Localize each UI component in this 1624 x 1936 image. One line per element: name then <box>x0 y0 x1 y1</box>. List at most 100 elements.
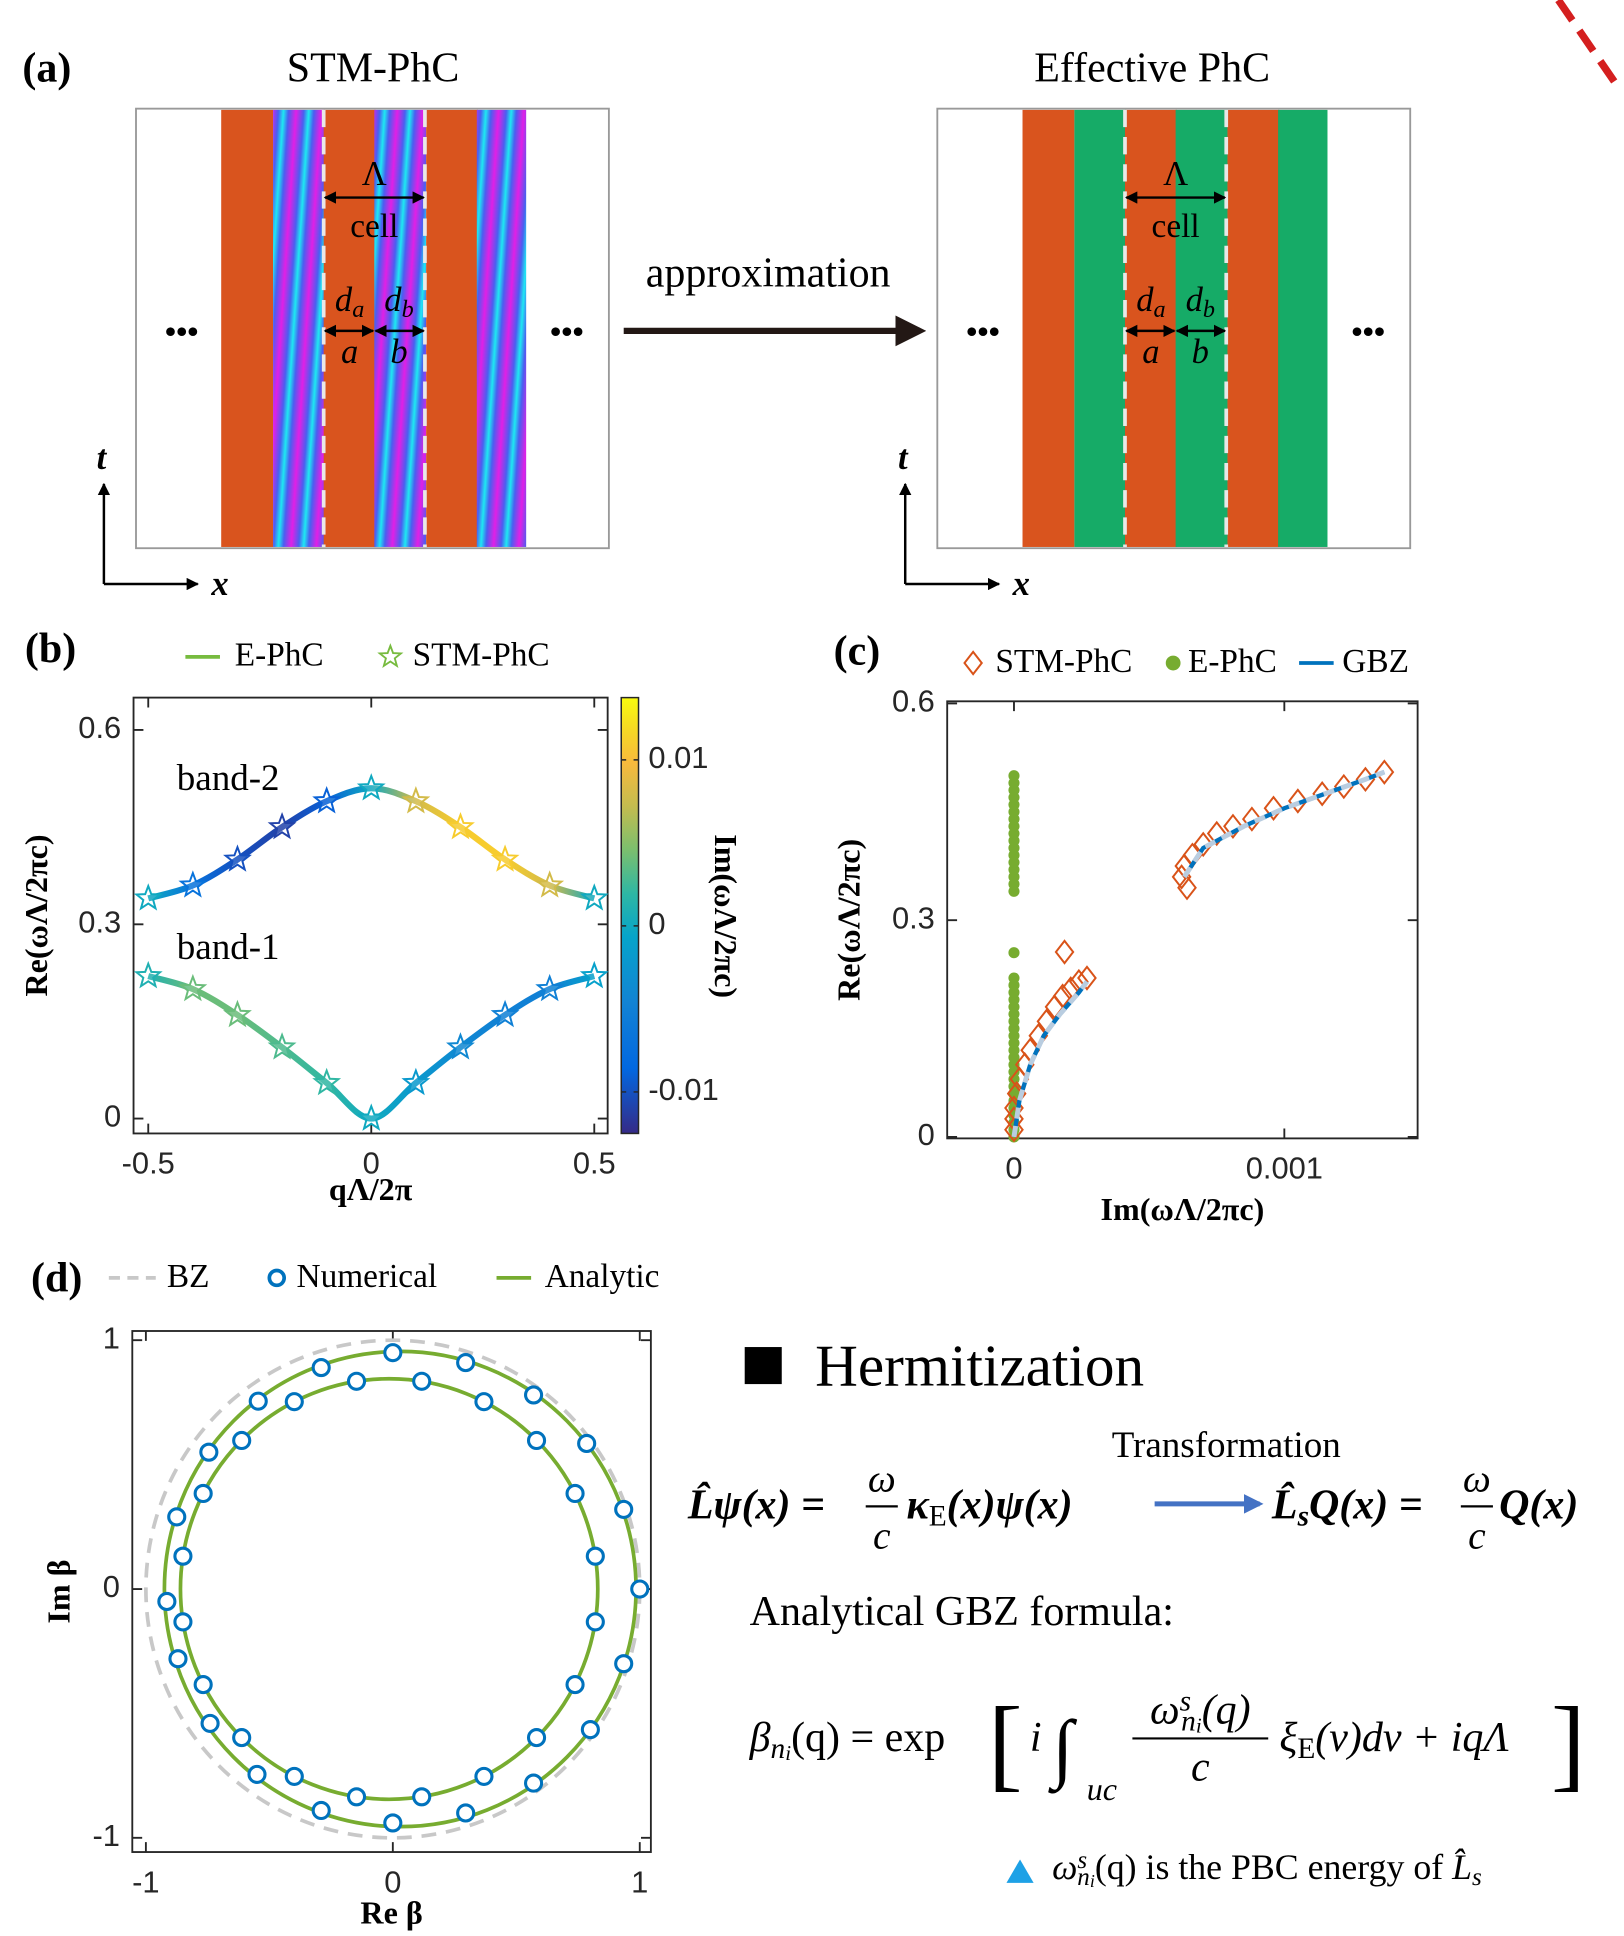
y-tick-label: 0.6 <box>892 684 935 719</box>
y-tick-label: 0.6 <box>78 710 121 745</box>
star-marker <box>535 870 565 898</box>
numerical-point <box>193 1675 213 1695</box>
corner-decoration <box>1555 0 1621 89</box>
formula-note-part: s <box>1472 1864 1482 1891</box>
legend-label: Analytic <box>545 1258 660 1295</box>
formula-rest: ξE(ν)dν + iqΛ <box>1279 1715 1509 1765</box>
x-tick-label: -1 <box>132 1864 159 1899</box>
equation-rhs: Q(x) <box>1499 1483 1578 1529</box>
equation-fraction-num: ω <box>1463 1457 1491 1501</box>
formula-lhs: βni(q) = exp <box>749 1715 946 1765</box>
legend-label: E-PhC <box>235 637 324 674</box>
cell-label: cell <box>1152 208 1200 245</box>
formula-fraction-den: c <box>1191 1744 1210 1790</box>
diamond-marker <box>1206 820 1227 847</box>
formula-note-part: L̂ <box>1451 1847 1472 1887</box>
band-label: band-1 <box>177 927 280 968</box>
legend-label: Numerical <box>297 1258 438 1295</box>
numerical-point <box>524 1385 544 1405</box>
numerical-point <box>200 1713 220 1733</box>
legend-label: STM-PhC <box>413 637 550 674</box>
numerical-point <box>630 1579 650 1599</box>
analytic-circle <box>178 1376 600 1802</box>
formula-lhs-part: i <box>785 1741 791 1765</box>
numerical-point <box>232 1430 252 1451</box>
band-line <box>147 973 596 1122</box>
t-axis-label: t <box>898 439 909 477</box>
period-label: Λ <box>1163 155 1188 193</box>
thickness-label: db <box>1186 281 1215 323</box>
layer-label: a <box>341 333 358 371</box>
panel-title: Effective PhC <box>1034 45 1270 91</box>
y-axis-label: Im β <box>40 1559 76 1623</box>
formula-note-part: i <box>1090 1871 1095 1891</box>
star-marker <box>579 883 609 911</box>
diamond-marker <box>1374 759 1395 785</box>
star-marker <box>223 844 252 872</box>
formula-fraction-num: ωs ni(q) <box>1150 1686 1251 1738</box>
formula-fraction-num-part: s <box>1180 1686 1191 1718</box>
diamond-marker <box>1004 1116 1024 1143</box>
dot-marker <box>1008 972 1020 984</box>
formula-lhs-part: (q) = exp <box>791 1715 945 1761</box>
formula-heading: Analytical GBZ formula: <box>750 1589 1174 1635</box>
numerical-point <box>284 1392 304 1412</box>
diamond-marker <box>1263 795 1284 821</box>
axes-box <box>131 1330 652 1853</box>
numerical-point <box>565 1483 585 1504</box>
equation-lhs: L̂ψ(x) = <box>687 1482 825 1529</box>
star-marker <box>579 960 609 989</box>
formula-note: ωs ni(q) is the PBC energy of L̂s <box>1052 1847 1482 1892</box>
layer-b <box>476 109 527 547</box>
star-marker <box>401 1067 431 1096</box>
layer-label: b <box>1192 333 1209 371</box>
layer-a <box>426 109 479 547</box>
numerical-point <box>474 1766 494 1786</box>
numerical-point <box>524 1773 544 1793</box>
numerical-point <box>614 1654 634 1674</box>
x-tick-label: 0 <box>384 1864 401 1899</box>
y-tick-label: 0 <box>103 1569 120 1604</box>
y-tick-label: -1 <box>93 1818 120 1853</box>
numerical-point <box>614 1499 634 1519</box>
star-marker <box>312 1067 342 1096</box>
legend-label: BZ <box>167 1258 210 1295</box>
x-tick-label: 0.001 <box>1246 1151 1323 1186</box>
equation-rhs-part: E <box>929 1501 947 1533</box>
formula-lhs-part: n <box>771 1733 786 1765</box>
diamond-marker <box>1052 983 1073 1009</box>
x-tick-label: 0.5 <box>573 1146 616 1181</box>
numerical-point <box>412 1787 432 1807</box>
t-axis-label: t <box>97 439 108 477</box>
formula-note-part: s <box>1077 1847 1087 1874</box>
star-marker <box>133 883 163 911</box>
formula-bracket: [ <box>988 1687 1023 1801</box>
equation-lhs-part: L̂ <box>1271 1482 1298 1529</box>
layer-label: b <box>390 333 407 371</box>
panel-label: (d) <box>31 1255 82 1301</box>
numerical-point <box>199 1442 219 1462</box>
numerical-point <box>526 1430 547 1451</box>
thickness-label-part: d <box>1136 281 1154 319</box>
dot-marker <box>1008 947 1020 959</box>
star-marker <box>267 811 297 840</box>
layer-a <box>1022 109 1075 547</box>
diamond-marker <box>1241 806 1262 832</box>
diamond-marker <box>1223 813 1243 840</box>
equation-rhs-part: Q(x) <box>1499 1483 1578 1529</box>
thickness-label-part: d <box>1186 281 1204 319</box>
numerical-point <box>168 1649 188 1669</box>
x-axis-label: x <box>210 565 228 603</box>
formula-rest-part: E <box>1297 1733 1315 1765</box>
band-label: band-2 <box>177 758 280 799</box>
thickness-label-part: d <box>384 281 402 319</box>
formula-note-part: n <box>1077 1864 1090 1891</box>
numerical-point <box>311 1358 331 1378</box>
x-tick-label: 1 <box>631 1864 648 1899</box>
period-label: Λ <box>362 155 387 193</box>
y-tick-label: 0 <box>104 1099 121 1134</box>
numerical-point <box>173 1612 193 1632</box>
equation-lhs-part: Q(x) = <box>1309 1483 1423 1529</box>
numerical-point <box>577 1433 597 1454</box>
numerical-point <box>585 1612 605 1632</box>
